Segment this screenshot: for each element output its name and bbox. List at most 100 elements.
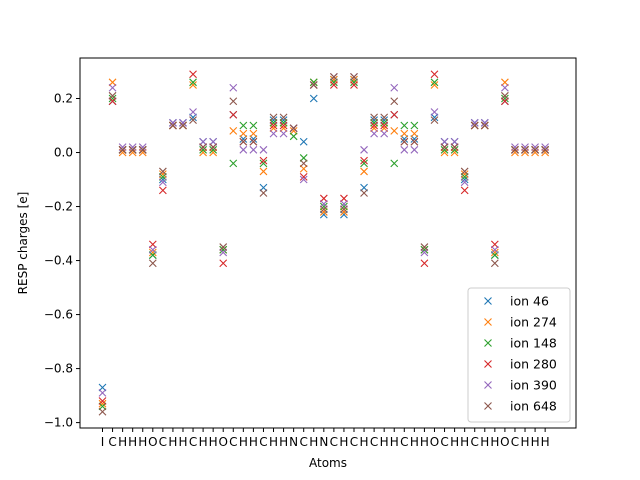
data-point	[169, 121, 177, 130]
data-point	[189, 81, 197, 89]
data-point	[370, 113, 379, 122]
series-ion-390	[98, 73, 550, 397]
data-point	[360, 156, 368, 165]
x-tick-label: N	[319, 435, 328, 449]
data-point	[229, 110, 238, 119]
data-point	[158, 178, 167, 187]
x-tick-label: H	[138, 435, 147, 449]
data-point	[148, 248, 157, 257]
data-point	[108, 94, 117, 103]
data-point	[390, 127, 399, 135]
data-point	[279, 121, 288, 130]
data-point	[309, 81, 318, 89]
data-point	[269, 113, 278, 122]
data-point	[490, 259, 499, 268]
data-point	[249, 129, 258, 138]
data-point	[199, 145, 207, 154]
data-point	[511, 143, 519, 152]
x-tick-label: H	[279, 435, 288, 449]
data-point	[390, 159, 399, 168]
x-tick-label: H	[450, 435, 459, 449]
data-point	[98, 397, 107, 405]
data-point	[541, 143, 550, 152]
x-tick-label: H	[309, 435, 318, 449]
y-tick-label: −0.6	[44, 308, 73, 322]
x-tick-label: C	[259, 435, 267, 449]
x-tick-label: H	[199, 435, 208, 449]
x-tick-label: C	[229, 435, 237, 449]
x-tick-label: C	[108, 435, 116, 449]
data-point	[138, 145, 147, 154]
x-tick-label: H	[339, 435, 348, 449]
data-point	[410, 145, 419, 154]
data-point	[440, 145, 449, 154]
legend-marker	[484, 360, 492, 368]
series-ion-648	[98, 73, 550, 416]
x-tick-label: C	[400, 435, 408, 449]
x-tick-label: O	[218, 435, 227, 449]
data-point	[259, 167, 268, 176]
data-point	[501, 94, 509, 103]
x-tick-label: N	[289, 435, 298, 449]
data-point	[400, 145, 409, 154]
x-tick-label: C	[300, 435, 308, 449]
data-point	[249, 137, 258, 146]
data-point	[128, 145, 137, 154]
data-point	[279, 129, 288, 138]
data-point	[460, 167, 469, 176]
legend-label: ion 274	[510, 315, 557, 330]
data-point	[501, 83, 509, 92]
y-tick-label: −1.0	[44, 416, 73, 430]
data-point	[531, 145, 539, 154]
data-point	[380, 113, 389, 122]
data-point	[118, 145, 127, 154]
data-point	[360, 189, 368, 197]
data-point	[380, 121, 389, 130]
data-point	[239, 137, 248, 146]
x-tick-label: H	[209, 435, 218, 449]
y-tick-label: 0.2	[54, 92, 73, 106]
data-point	[490, 248, 499, 257]
data-point	[329, 81, 338, 89]
data-point	[229, 97, 238, 106]
data-point	[179, 121, 187, 130]
data-point	[189, 78, 197, 87]
data-point	[400, 137, 409, 146]
y-tick-label: −0.8	[44, 362, 73, 376]
legend: ion 46 ion 274 ion 148 ion 280 ion 390 ion 64…	[467, 287, 571, 423]
data-point	[350, 73, 358, 81]
data-point	[98, 399, 107, 408]
x-tick-label: H	[521, 435, 530, 449]
data-point	[229, 159, 238, 168]
data-point	[420, 243, 429, 251]
data-point	[440, 143, 449, 152]
legend-marker	[484, 339, 492, 347]
x-tick-label: I	[101, 435, 105, 449]
x-tick-label: C	[471, 435, 479, 449]
data-point	[450, 143, 459, 152]
data-point	[521, 143, 529, 152]
data-point	[128, 143, 137, 152]
data-point	[239, 145, 248, 154]
data-point	[390, 83, 399, 92]
data-point	[108, 91, 117, 100]
data-point	[420, 245, 429, 254]
data-point	[360, 159, 368, 168]
x-tick-label: H	[118, 435, 127, 449]
x-tick-label: C	[189, 435, 197, 449]
x-tick-label: O	[148, 435, 157, 449]
data-point	[460, 186, 469, 195]
data-point	[531, 143, 539, 152]
data-point	[259, 156, 268, 165]
legend-box	[467, 287, 571, 423]
data-point	[430, 108, 439, 116]
x-tick-label: O	[430, 435, 439, 449]
y-axis-label: RESP charges [e]	[16, 192, 30, 295]
data-point	[219, 243, 228, 251]
data-point	[259, 159, 268, 168]
x-tick-label: H	[480, 435, 489, 449]
data-point	[239, 121, 248, 130]
data-point	[209, 145, 218, 154]
